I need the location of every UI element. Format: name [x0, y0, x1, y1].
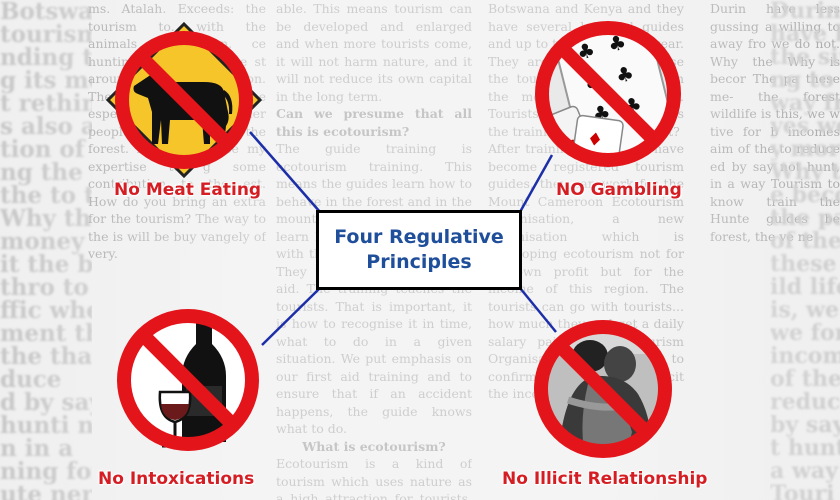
connector-relationship	[519, 287, 557, 333]
connector-intoxication	[261, 287, 321, 346]
connector-gambling	[518, 154, 554, 213]
no-intoxications-sign	[117, 309, 259, 451]
svg-text:♦: ♦	[585, 128, 604, 151]
no-gambling-sign: ♣ ♣ ♣ ♣ ♣ ♣ 8 ♥ ♦	[535, 21, 681, 167]
connector-meat	[249, 131, 321, 213]
label-no-illicit-relationship: No Illicit Relationship	[502, 469, 708, 489]
svg-text:♣: ♣	[613, 61, 636, 89]
label-no-gambling: NO Gambling	[556, 180, 682, 200]
no-illicit-relationship-sign	[534, 320, 672, 458]
label-no-meat-eating: No Meat Eating	[114, 180, 262, 200]
label-no-intoxications: No Intoxications	[98, 469, 255, 489]
no-meat-eating-sign	[105, 21, 263, 179]
center-title: Four Regulative Principles	[334, 226, 504, 273]
center-principles-box: Four Regulative Principles	[316, 210, 522, 290]
